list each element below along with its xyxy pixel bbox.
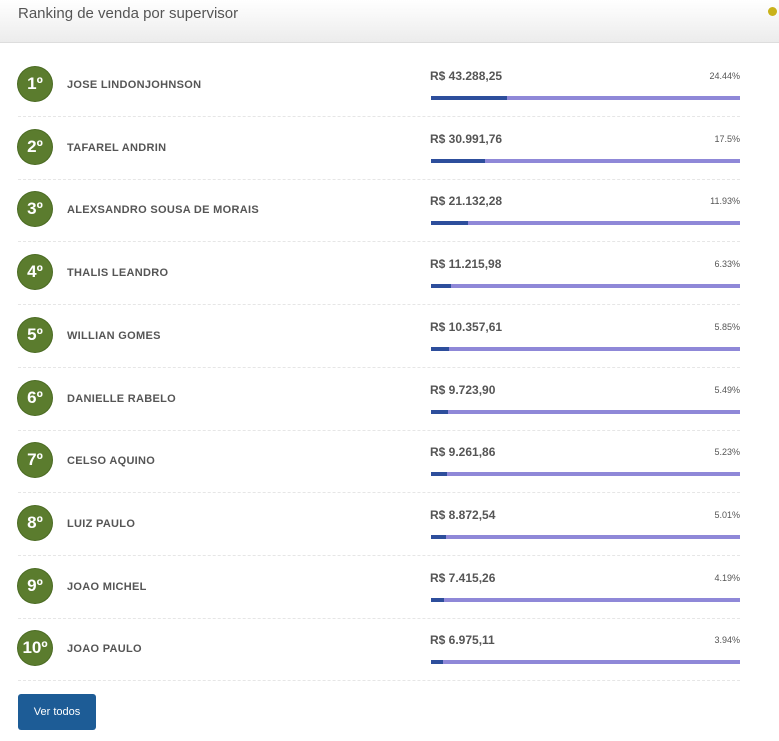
rank-badge: 7º	[18, 443, 52, 478]
supervisor-name: JOAO MICHEL	[67, 580, 147, 593]
progress-track	[431, 660, 740, 665]
sales-amount: R$ 10.357,61	[430, 319, 503, 334]
progress-track	[431, 221, 740, 226]
progress-fill	[431, 284, 451, 289]
ranking-row: 8º LUIZ PAULO R$ 8.872,54 5.01%	[18, 493, 740, 556]
supervisor-name: THALIS LEANDRO	[67, 267, 169, 280]
sales-amount: R$ 6.975,11	[430, 633, 495, 648]
supervisor-name: JOSE LINDONJOHNSON	[67, 79, 202, 91]
sales-amount: R$ 21.132,28	[430, 194, 503, 209]
sales-amount: R$ 8.872,54	[430, 507, 496, 522]
title: Ranking de venda por supervisor	[18, 5, 239, 22]
progress-fill	[431, 534, 447, 539]
sales-amount: R$ 30.991,76	[430, 131, 503, 146]
rank-badge: 10º	[18, 631, 52, 666]
rank-badge: 9º	[18, 568, 52, 603]
progress-track	[431, 597, 740, 602]
share-label: 6.33%	[714, 259, 740, 270]
ranking-row: 5º WILLIAN GOMES R$ 10.357,61 5.85%	[18, 305, 740, 368]
rank-badge: 4º	[18, 255, 52, 290]
sales-amount: R$ 11.215,98	[430, 257, 502, 272]
share-label: 4.19%	[714, 572, 740, 583]
supervisor-name: TAFAREL ANDRIN	[67, 141, 167, 154]
ranking-row: 9º JOAO MICHEL R$ 7.415,26 4.19%	[18, 556, 740, 619]
supervisor-name: ALEXSANDRO SOUSA DE MORAIS	[67, 204, 259, 217]
rank-badge: 8º	[18, 505, 52, 540]
progress-fill	[431, 597, 444, 602]
progress-track	[431, 284, 740, 289]
share-label: 24.44%	[709, 71, 740, 81]
ranking-row: 7º CELSO AQUINO R$ 9.261,86 5.23%	[18, 430, 740, 494]
progress-fill	[431, 472, 448, 477]
progress-track	[431, 472, 740, 477]
sales-amount: R$ 7.415,26	[430, 570, 496, 585]
header: Ranking de venda por supervisor	[0, 0, 779, 43]
rank-badge: 5º	[18, 317, 52, 352]
progress-track	[431, 409, 740, 414]
progress-fill	[431, 96, 507, 100]
supervisor-name: JOAO PAULO	[67, 643, 142, 656]
progress-fill	[431, 660, 444, 665]
progress-track	[431, 346, 740, 351]
rank-badge: 6º	[18, 380, 52, 415]
progress-track	[431, 96, 740, 100]
ranking-row: 10º JOAO PAULO R$ 6.975,11 3.94%	[18, 618, 740, 682]
sales-amount: R$ 9.261,86	[430, 445, 496, 460]
ranking-row: 3º ALEXSANDRO SOUSA DE MORAIS R$ 21.132,28…	[18, 179, 740, 243]
share-label: 5.85%	[714, 321, 740, 332]
rank-badge: 3º	[18, 192, 52, 227]
progress-fill	[431, 158, 486, 163]
ranking-row: 6º DANIELLE RABELO R$ 9.723,90 5.49%	[18, 368, 740, 431]
share-label: 5.01%	[714, 509, 740, 520]
sales-amount: R$ 43.288,25	[430, 69, 503, 83]
progress-fill	[431, 221, 468, 226]
progress-fill	[431, 346, 450, 351]
supervisor-name: WILLIAN GOMES	[67, 329, 161, 342]
ranking-row: 1º JOSE LINDONJOHNSON R$ 43.288,25 24.44%	[18, 54, 740, 117]
ranking-row: 4º THALIS LEANDRO R$ 11.215,98 6.33%	[18, 242, 740, 306]
share-label: 17.5%	[714, 133, 740, 144]
sales-amount: R$ 9.723,90	[430, 382, 496, 397]
share-label: 3.94%	[714, 635, 740, 646]
rank-badge: 2º	[18, 129, 52, 164]
progress-track	[431, 158, 740, 163]
progress-track	[431, 534, 740, 539]
rank-badge: 1º	[18, 67, 52, 101]
pin-icon	[768, 7, 777, 16]
share-label: 5.49%	[714, 384, 740, 395]
supervisor-name: LUIZ PAULO	[67, 517, 136, 530]
view-all-button[interactable]: Ver todos	[18, 694, 96, 730]
supervisor-name: DANIELLE RABELO	[67, 392, 176, 405]
progress-fill	[431, 409, 448, 414]
ranking-row: 2º TAFAREL ANDRIN R$ 30.991,76 17.5%	[18, 117, 740, 180]
share-label: 5.23%	[714, 447, 740, 458]
supervisor-name: CELSO AQUINO	[67, 455, 156, 468]
share-label: 11.93%	[710, 196, 740, 207]
